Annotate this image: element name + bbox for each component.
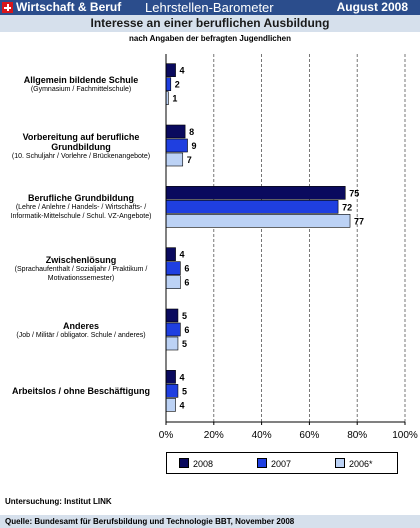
data-label: 7: [187, 155, 192, 165]
category-label: Allgemein bildende Schule (Gymnasium / Fa…: [0, 75, 162, 94]
legend-swatch: [257, 458, 267, 468]
category-detail: Informatik-Mittelschule / Schul. VZ-Ange…: [10, 213, 152, 221]
bar: [165, 308, 179, 323]
category-detail: (Sprachaufenthalt / Sozialjahr / Praktik…: [14, 265, 148, 273]
title-band: Interesse an einer beruflichen Ausbildun…: [0, 15, 420, 32]
survey-note: Untersuchung: Institut LINK: [5, 497, 112, 506]
bar: [165, 152, 184, 167]
source-band: Quelle: Bundesamt für Berufsbildung und …: [0, 515, 420, 528]
category-label: Zwischenlösung (Sprachaufenthalt / Sozial…: [0, 255, 162, 283]
data-label: 4: [180, 66, 185, 76]
category-name: Vorbereitung auf berufliche Grundbildung: [22, 131, 140, 152]
data-label: 5: [182, 311, 187, 321]
series-title: Lehrstellen-Barometer: [145, 0, 274, 15]
section-label: Wirtschaft & Beruf: [16, 0, 122, 14]
x-tick-label: 40%: [252, 430, 272, 441]
data-label: 77: [354, 216, 364, 226]
bar: [165, 384, 179, 398]
data-label: 6: [184, 325, 189, 335]
category-detail: (10. Schuljahr / Vorlehre / Brückenangeb…: [11, 152, 151, 160]
x-tick-label: 100%: [392, 430, 418, 441]
category-detail: (Lehre / Anlehre / Handels- / Wirtschaft…: [15, 204, 147, 212]
legend: 2008 2007 2006*: [166, 452, 398, 474]
bar: [165, 370, 176, 384]
chart-title: Interesse an einer beruflichen Ausbildun…: [90, 16, 330, 30]
data-label: 6: [184, 264, 189, 274]
category-label: Anderes (Job / Militär / obligator. Schul…: [0, 321, 162, 340]
data-label: 4: [180, 250, 185, 260]
data-label: 72: [342, 202, 352, 212]
category-detail: (Job / Militär / obligator. Schule / and…: [16, 331, 146, 339]
category-label: Arbeitslos / ohne Beschäftigung: [0, 386, 162, 396]
legend-swatch: [335, 458, 345, 468]
bar: [165, 336, 179, 351]
bar: [165, 63, 176, 77]
category-name: Berufliche Grundbildung: [28, 193, 134, 204]
legend-item-2007: 2007: [257, 458, 291, 469]
bar: [165, 77, 172, 91]
bar: [165, 214, 351, 228]
category-detail: (Gymnasium / Fachmittelschule): [30, 86, 132, 94]
bar: [165, 200, 339, 214]
category-detail: Motivationssemester): [47, 274, 115, 282]
chart-subtitle: nach Angaben der befragten Jugendlichen: [129, 34, 291, 43]
data-label: 1: [172, 94, 177, 104]
bar: [165, 138, 188, 153]
bar: [165, 247, 176, 261]
issue-date: August 2008: [336, 0, 408, 14]
data-label: 2: [175, 80, 180, 90]
source-text: Quelle: Bundesamt für Berufsbildung und …: [5, 517, 295, 526]
legend-swatch: [179, 458, 189, 468]
x-tick-label: 60%: [299, 430, 319, 441]
category-label: Vorbereitung auf berufliche Grundbildung…: [0, 132, 162, 161]
legend-label: 2006*: [349, 459, 373, 469]
legend-label: 2008: [193, 459, 214, 469]
data-label: 75: [349, 188, 359, 198]
swiss-flag-icon: [2, 2, 13, 13]
data-label: 5: [182, 386, 187, 396]
category-label: Berufliche Grundbildung (Lehre / Anlehre …: [0, 193, 162, 221]
legend-item-2006: 2006*: [335, 458, 373, 469]
data-label: 9: [192, 141, 197, 151]
legend-item-2008: 2008: [179, 458, 213, 469]
data-label: 8: [189, 127, 194, 137]
data-label: 4: [180, 400, 185, 410]
data-label: 6: [184, 278, 189, 288]
data-label: 4: [180, 372, 185, 382]
bar: [165, 398, 176, 412]
x-tick-label: 80%: [347, 430, 367, 441]
category-name: Arbeitslos / ohne Beschäftigung: [11, 386, 150, 397]
x-tick-label: 20%: [204, 430, 224, 441]
bar: [165, 275, 181, 289]
category-name: Anderes: [62, 320, 99, 331]
bar: [165, 261, 181, 275]
bar: [165, 186, 346, 200]
category-name: Allgemein bildende Schule: [23, 75, 139, 86]
legend-label: 2007: [271, 459, 292, 469]
bar: [165, 124, 186, 139]
data-label: 5: [182, 339, 187, 349]
category-name: Zwischenlösung: [45, 254, 117, 265]
header-bar: Wirtschaft & Beruf Lehrstellen-Barometer…: [0, 0, 420, 15]
x-tick-label: 0%: [159, 430, 174, 441]
bar: [165, 322, 181, 337]
